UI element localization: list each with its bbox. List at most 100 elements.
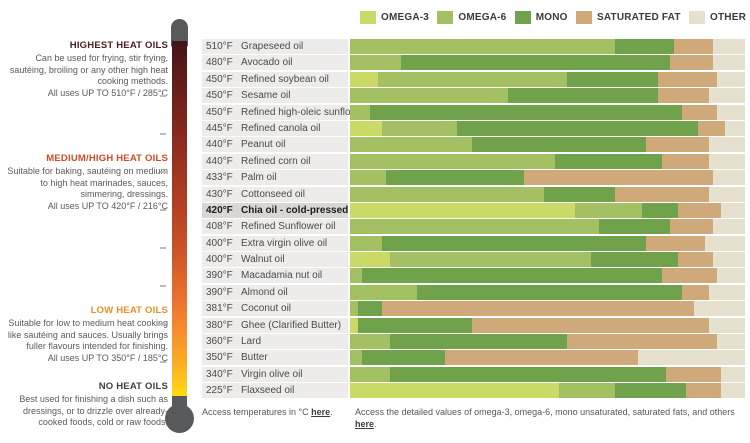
legend-swatch-icon [514, 11, 531, 24]
legend-swatch-icon [360, 11, 376, 24]
oil-name: Virgin olive oil [241, 368, 303, 380]
smoke-point-temp: 390°F [206, 270, 233, 282]
section-body: Can be used for frying, stir frying, sau… [9, 53, 168, 87]
bar-segment-saturated-fat [567, 334, 718, 350]
bar-segment-mono [361, 350, 445, 366]
legend-item: OMEGA-6 [437, 11, 506, 24]
bar-segment-other [709, 153, 745, 169]
bar-segment-saturated-fat [381, 301, 694, 317]
oil-label: 381°F Coconut oil [202, 301, 348, 317]
section-body: Best used for finishing a dish such as d… [19, 394, 168, 428]
bar-segment-omega-3 [350, 71, 378, 87]
oil-name: Coconut oil [241, 303, 292, 315]
bar-segment-mono [357, 317, 473, 333]
bar-segment-other [717, 334, 745, 350]
oil-label: 450°F Sesame oil [202, 88, 348, 104]
fat-composition-bar [350, 350, 745, 366]
smoke-point-temp: 350°F [206, 352, 233, 364]
smoke-point-temp: 400°F [206, 237, 233, 249]
legend-label: OMEGA-3 [381, 12, 430, 23]
fat-composition-bar [350, 284, 745, 300]
oil-row: 225°F Flaxseed oil [202, 383, 745, 399]
bar-segment-other [721, 383, 745, 399]
bar-segment-other [713, 39, 745, 54]
fat-composition-bar [350, 39, 745, 54]
bar-segment-mono [614, 39, 674, 54]
legend-item: OTHER [688, 11, 746, 24]
oil-name: Ghee (Clarified Butter) [241, 319, 342, 331]
oil-name: Almond oil [241, 286, 288, 298]
fat-composition-bar [350, 334, 745, 350]
bar-segment-mono [385, 170, 524, 186]
bar-segment-omega-6 [350, 284, 418, 300]
bar-segment-other [705, 235, 745, 251]
bar-segment-omega-6 [350, 88, 508, 104]
bar-segment-omega-6 [350, 350, 362, 366]
fat-composition-bar [350, 104, 745, 120]
section-title: LOW HEAT OILS [90, 305, 168, 316]
bar-segment-mono [555, 153, 663, 169]
bar-segment-omega-6 [350, 268, 362, 284]
oil-label: 430°F Cottonseed oil [202, 186, 348, 202]
celsius-link[interactable]: here [311, 407, 331, 417]
smoke-point-temp: 390°F [206, 286, 233, 298]
oil-name: Walnut oil [241, 254, 285, 266]
bar-segment-mono [401, 55, 670, 71]
details-link[interactable]: here [355, 419, 375, 430]
fat-composition-bar [350, 383, 745, 399]
oil-name: Lard [241, 336, 262, 348]
bar-segment-other [709, 137, 745, 153]
smoke-point-temp: 430°F [206, 188, 233, 200]
thermometer-tick [160, 57, 166, 59]
oil-label: 390°F Almond oil [202, 284, 348, 300]
oil-row: 430°F Cottonseed oil [202, 186, 745, 202]
oil-rows: 510°F Grapeseed oil 480°F Avocado oil 450°F R… [202, 39, 745, 400]
section-medium-high-heat: MEDIUM/HIGH HEAT OILS Suitable for bakin… [0, 153, 168, 213]
bar-segment-mono [472, 137, 647, 153]
legend-item: MONO [514, 11, 568, 24]
bar-segment-omega-3 [350, 120, 382, 136]
footer-suffix: . [330, 407, 333, 417]
bar-segment-other [709, 284, 745, 300]
smoke-point-temp: 480°F [206, 57, 233, 69]
bar-segment-saturated-fat [669, 55, 714, 71]
oil-name: Refined corn oil [241, 155, 311, 167]
bar-segment-other [721, 202, 745, 218]
bar-segment-other [713, 170, 745, 186]
bar-segment-omega-6 [381, 120, 457, 136]
bar-segment-saturated-fat [677, 202, 722, 218]
oil-label: 450°F Refined soybean oil [202, 71, 348, 87]
oil-row: 440°F Refined corn oil [202, 153, 745, 169]
oil-row: 450°F Refined high-oleic sunflower oil [202, 104, 745, 120]
thermometer-tick [160, 323, 166, 325]
oil-label: 440°F Refined corn oil [202, 153, 348, 169]
bar-segment-omega-6 [350, 137, 473, 153]
smoke-point-temp: 420°F [206, 204, 233, 216]
footer-text: Access the detailed values of omega-3, o… [355, 407, 735, 417]
bar-segment-omega-3 [350, 383, 560, 399]
bar-segment-mono [598, 219, 670, 235]
oil-label: 340°F Virgin olive oil [202, 366, 348, 382]
bar-segment-other [717, 268, 745, 284]
section-title: NO HEAT OILS [98, 381, 168, 392]
bar-segment-saturated-fat [523, 170, 714, 186]
thermometer-tick [160, 361, 166, 363]
bar-segment-omega-6 [350, 186, 544, 202]
oil-label: 225°F Flaxseed oil [202, 383, 348, 399]
oil-row: 400°F Walnut oil [202, 252, 745, 268]
fat-composition-bar [350, 170, 745, 186]
bar-segment-saturated-fat [697, 120, 726, 136]
bar-segment-omega-6 [350, 55, 402, 71]
bar-segment-omega-6 [350, 104, 370, 120]
bar-segment-saturated-fat [662, 268, 718, 284]
smoke-point-temp: 433°F [206, 172, 233, 184]
smoke-point-temp: 450°F [206, 73, 233, 85]
fat-composition-bar [350, 120, 745, 136]
thermometer-tick [160, 133, 166, 135]
fat-composition-bar [350, 366, 745, 382]
bar-segment-omega-6 [350, 153, 556, 169]
bar-segment-omega-6 [377, 71, 568, 87]
bar-segment-omega-6 [389, 252, 591, 268]
smoke-point-temp: 360°F [206, 336, 233, 348]
oil-name: Chia oil - cold-pressed [241, 204, 349, 216]
